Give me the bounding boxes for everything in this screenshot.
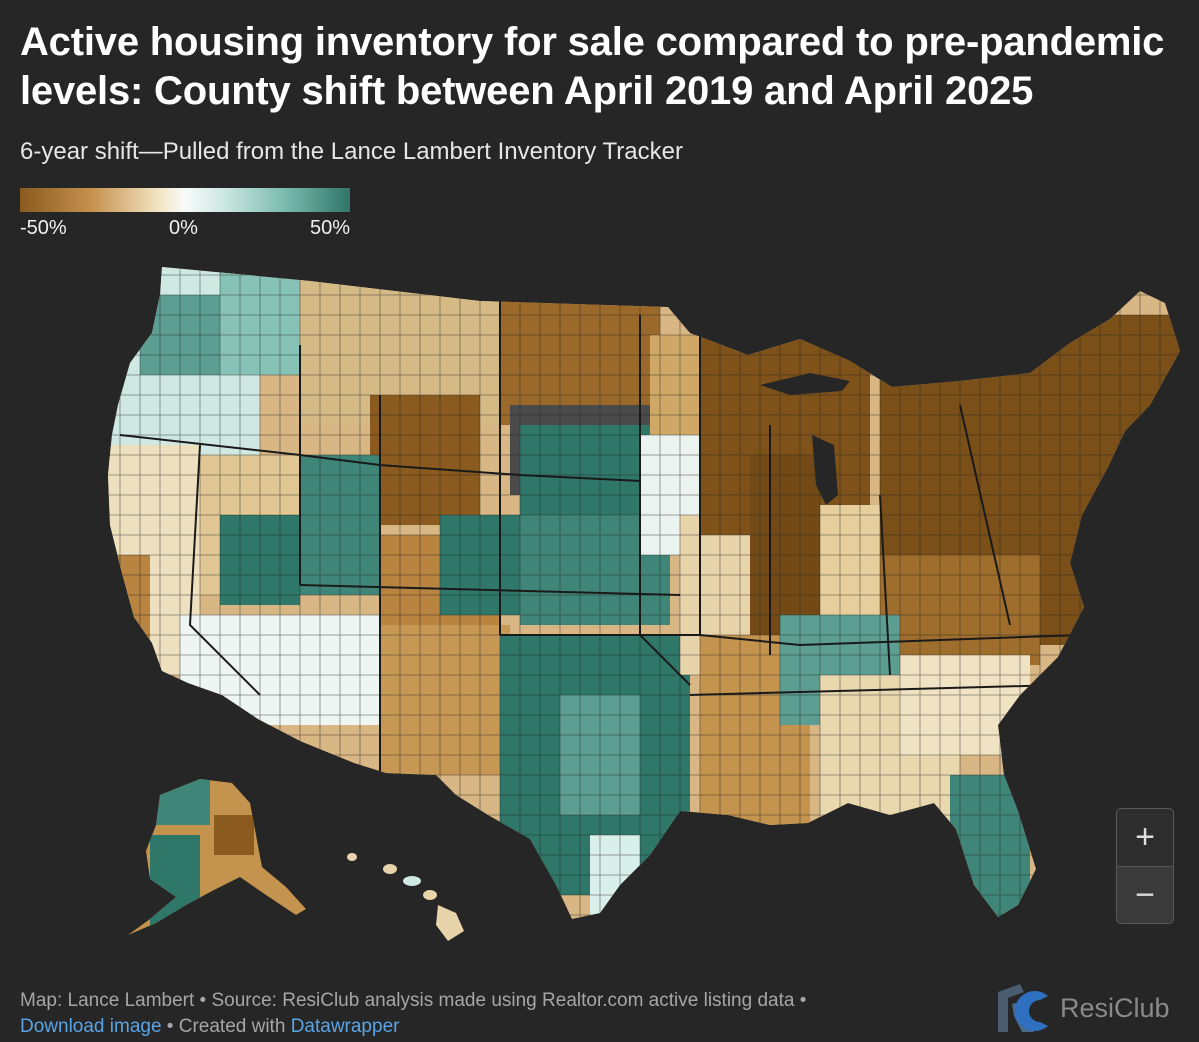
legend-gradient-bar (20, 188, 350, 212)
legend-mid-label: 0% (169, 217, 198, 239)
legend-min-label: -50% (20, 217, 67, 239)
footer: Map: Lance Lambert • Source: ResiClub an… (20, 988, 980, 1040)
resiclub-logo: RC ResiClub (994, 980, 1170, 1036)
footer-separator: • Created with (161, 1016, 291, 1037)
footer-credit: Map: Lance Lambert • Source: ResiClub an… (20, 990, 807, 1011)
map-subtitle: 6-year shift—Pulled from the Lance Lambe… (20, 138, 683, 165)
alaska (128, 779, 306, 935)
hawaii (347, 853, 464, 941)
lakes (760, 373, 850, 505)
us-county-map[interactable] (0, 255, 1199, 985)
map-title: Active housing inventory for sale compar… (20, 20, 1165, 113)
state-borders (119, 295, 1081, 775)
zoom-in-button[interactable]: + (1117, 809, 1173, 867)
resiclub-logo-mark: RC (998, 984, 1048, 1032)
logo-text: ResiClub (1060, 992, 1170, 1023)
legend-labels: -50% 0% 50% (20, 212, 350, 240)
zoom-controls: + − (1116, 808, 1174, 924)
color-legend: -50% 0% 50% (20, 188, 350, 240)
legend-max-label: 50% (309, 217, 350, 239)
datawrapper-link[interactable]: Datawrapper (290, 1016, 400, 1037)
zoom-out-button[interactable]: − (1117, 867, 1173, 923)
download-image-link[interactable]: Download image (20, 1016, 162, 1037)
contiguous-us-fill (108, 267, 1180, 919)
